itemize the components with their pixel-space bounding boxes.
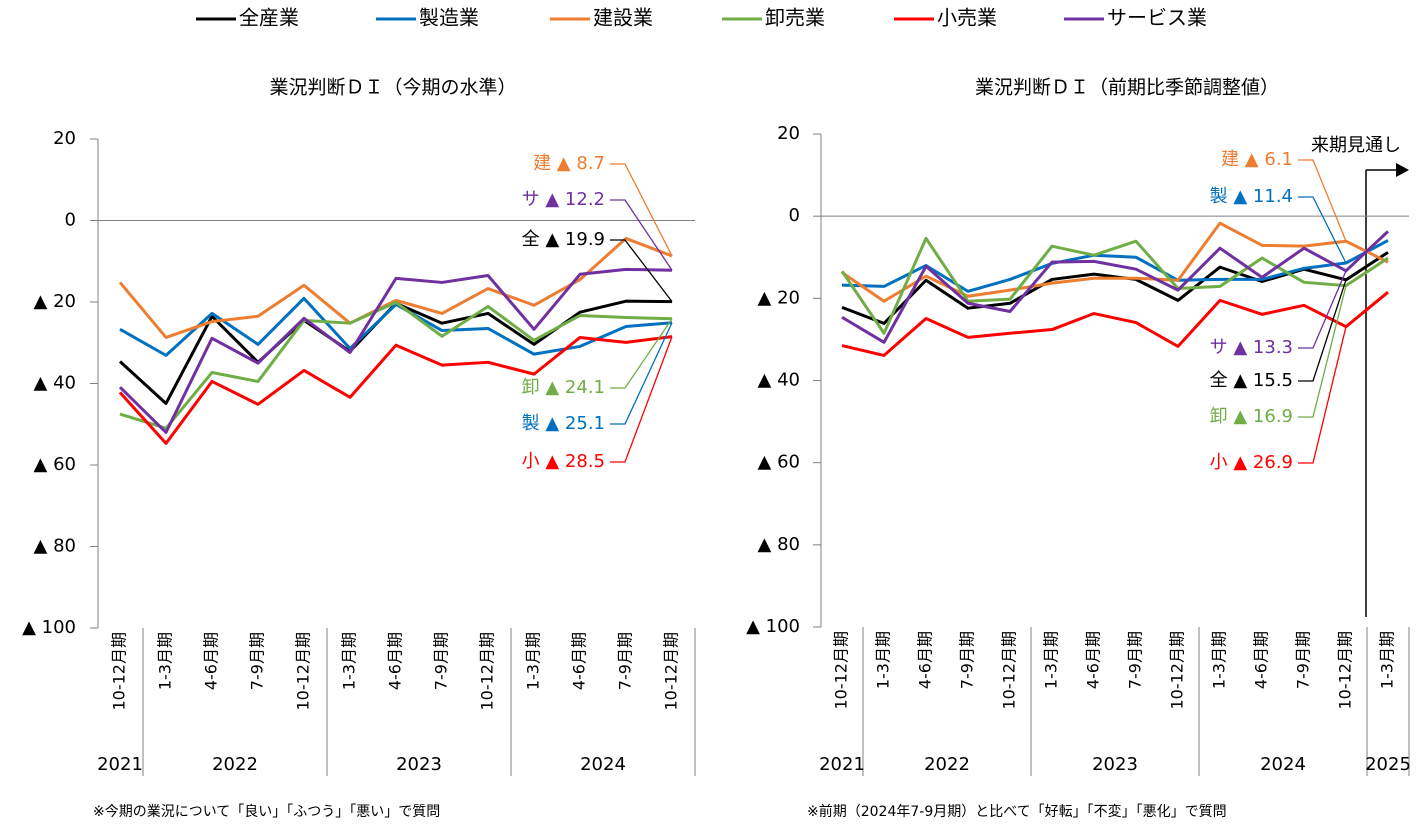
leader-line [610,322,673,425]
x-tick-label: 1-3月期 [1378,631,1397,689]
year-label: 2024 [580,754,626,775]
x-tick-label: 4-6月期 [386,632,405,690]
year-label: 2023 [396,754,442,775]
data-label: 建 ▲ 6.1 [1221,149,1293,170]
year-label: 2024 [1260,754,1306,775]
y-tick-label: 20 [777,123,800,144]
x-tick-label: 7-9月期 [1294,631,1313,689]
y-tick-label: ▲ 40 [758,370,800,391]
x-tick-label: 7-9月期 [1126,631,1145,689]
series-line [841,230,1390,344]
y-tick-label: ▲ 20 [34,291,76,312]
x-tick-label: 4-6月期 [1252,631,1271,689]
x-tick-label: 10-12月期 [832,631,851,710]
series-line [118,267,673,434]
series-line [841,251,1389,325]
leader-line [1298,326,1347,464]
y-tick-label: 20 [53,128,76,149]
year-label: 2023 [1092,754,1138,775]
data-label: 卸 ▲ 24.1 [522,377,605,398]
x-tick-label: 7-9月期 [248,632,267,690]
legend-label: 建設業 [593,6,653,30]
year-label: 2022 [212,754,258,775]
year-label: 2025 [1365,754,1411,775]
leader-line [1298,285,1347,418]
year-label: 2021 [819,754,865,775]
y-tick-label: ▲ 20 [758,287,800,308]
x-tick-label: 10-12月期 [662,632,681,711]
x-tick-label: 10-12月期 [1168,631,1187,710]
data-label: 建 ▲ 8.7 [533,153,605,174]
footnote: ※今期の業況について「良い」「ふつう」「悪い」で質問 [93,804,440,820]
leader-line [1298,279,1347,382]
y-tick-label: ▲ 60 [34,454,76,475]
x-tick-label: 1-3月期 [874,631,893,689]
data-label: 製 ▲ 25.1 [522,413,605,434]
x-tick-label: 4-6月期 [1084,631,1103,689]
series-line [118,236,673,339]
x-tick-label: 10-12月期 [1336,631,1355,710]
chart-title: 業況判断ＤＩ（今期の水準） [269,77,516,99]
leader-line [1298,159,1347,242]
data-label: 小 ▲ 28.5 [522,451,605,472]
leader-line [610,336,673,463]
data-label: 卸 ▲ 16.9 [1210,406,1293,427]
legend-label: 小売業 [937,6,997,30]
leader-line [610,318,673,389]
x-tick-label: 10-12月期 [110,632,129,711]
data-label: 小 ▲ 26.9 [1210,452,1293,473]
legend-label: 製造業 [419,6,479,30]
y-tick-label: ▲ 60 [758,452,800,473]
x-tick-label: 1-3月期 [340,632,359,690]
leader-line [610,199,673,271]
data-label: サ ▲ 13.3 [1210,337,1293,358]
leader-line [1298,270,1347,349]
x-tick-label: 7-9月期 [616,632,635,690]
series-line [119,296,673,357]
series-line [119,300,673,430]
leader-line [1298,196,1347,264]
y-tick-label: ▲ 80 [34,536,76,557]
y-tick-label: ▲ 100 [746,616,800,637]
forecast-arrowhead [1396,163,1409,177]
x-tick-label: 1-3月期 [1210,631,1229,689]
y-tick-label: ▲ 40 [34,373,76,394]
leader-line [610,239,673,302]
data-label: 全 ▲ 19.9 [522,229,605,250]
legend-label: サービス業 [1107,6,1207,30]
x-tick-label: 10-12月期 [1000,631,1019,710]
data-label: 全 ▲ 15.5 [1210,370,1293,391]
y-tick-label: 0 [789,205,800,226]
y-tick-label: ▲ 100 [22,617,76,638]
y-tick-label: ▲ 80 [758,534,800,555]
chart-title: 業況判断ＤＩ（前期比季節調整値） [975,77,1279,99]
data-label: サ ▲ 12.2 [522,189,605,210]
legend-label: 卸売業 [765,6,825,30]
x-tick-label: 7-9月期 [958,631,977,689]
x-tick-label: 7-9月期 [432,632,451,690]
x-tick-label: 4-6月期 [916,631,935,689]
x-tick-label: 1-3月期 [156,632,175,690]
data-label: 製 ▲ 11.4 [1210,186,1293,207]
series-line [841,291,1389,357]
series-line [840,236,1389,335]
footnote: ※前期（2024年7-9月期）と比べて「好転」「不変」「悪化」で質問 [807,803,1227,820]
x-tick-label: 1-3月期 [1042,631,1061,689]
x-tick-label: 1-3月期 [524,632,543,690]
x-tick-label: 4-6月期 [570,632,589,690]
y-tick-label: 0 [65,210,76,231]
series-line [841,221,1389,303]
x-tick-label: 4-6月期 [202,632,221,690]
year-label: 2021 [97,754,143,775]
forecast-marker: 来期見通し [1311,135,1409,617]
leader-line [610,163,673,257]
forecast-label: 来期見通し [1311,135,1401,156]
x-tick-label: 10-12月期 [478,632,497,711]
year-label: 2022 [924,754,970,775]
series-line [118,335,673,445]
series-line [841,239,1389,293]
x-tick-label: 10-12月期 [294,632,313,711]
legend-label: 全産業 [239,6,299,30]
